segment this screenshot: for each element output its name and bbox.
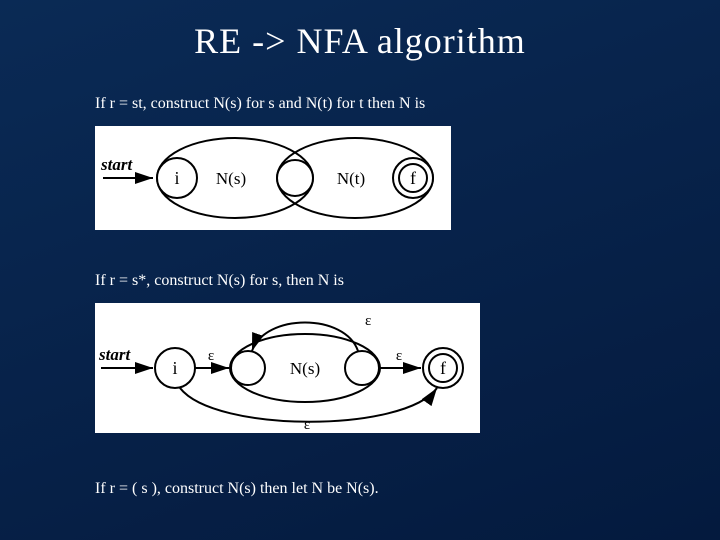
diagram-star: start i N(s) f ε ε ε ε [95,303,480,433]
diagram-concat: start i f N(s) N(t) [95,126,451,230]
diagram-concat-svg: start i f N(s) N(t) [95,126,451,230]
state-i-2: i [172,358,177,378]
state-f-2: f [440,358,446,378]
text-line-star: If r = s*, construct N(s) for s, then N … [95,272,344,290]
start-label: start [100,155,133,174]
state-i: i [174,168,179,188]
text-line-paren: If r = ( s ), construct N(s) then let N … [95,480,379,498]
eps-2: ε [396,348,402,364]
eps-3: ε [365,313,371,329]
slide-title: RE -> NFA algorithm [0,20,720,62]
slide: RE -> NFA algorithm If r = st, construct… [0,0,720,540]
eps-4: ε [304,417,310,433]
diagram-star-svg: start i N(s) f ε ε ε ε [95,303,480,433]
ns-label-2: N(s) [290,359,320,378]
start-label-2: start [98,345,131,364]
ns-label: N(s) [216,169,246,188]
eps-1: ε [208,348,214,364]
state-f: f [410,168,416,188]
text-line-concat: If r = st, construct N(s) for s and N(t)… [95,95,425,113]
nt-label: N(t) [337,169,365,188]
